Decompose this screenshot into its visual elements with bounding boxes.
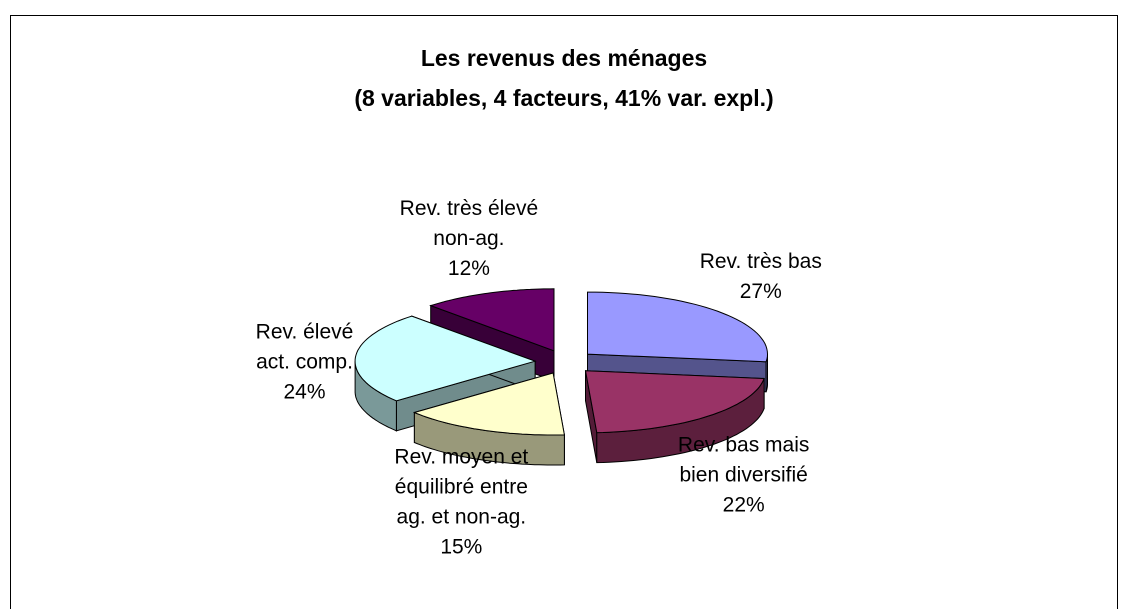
slice-label: ag. et non-ag. bbox=[397, 505, 527, 528]
slice-top bbox=[429, 288, 555, 352]
slice-label: act. comp. bbox=[256, 351, 353, 374]
slice-top bbox=[584, 370, 765, 434]
slice-top bbox=[354, 315, 537, 402]
pie-slice bbox=[584, 370, 765, 464]
chart-subtitle: (8 variables, 4 facteurs, 41% var. expl.… bbox=[354, 85, 773, 111]
slice-label: non-ag. bbox=[433, 227, 504, 250]
chart-frame bbox=[10, 15, 1118, 614]
slice-label: Rev. moyen et bbox=[394, 445, 528, 468]
slice-label: Rev. élevé bbox=[256, 321, 354, 344]
slice-value-label: 27% bbox=[740, 280, 782, 303]
slice-label: Rev. très bas bbox=[700, 250, 822, 273]
slice-top bbox=[587, 291, 769, 363]
slice-value-label: 24% bbox=[283, 381, 325, 404]
slice-value-label: 22% bbox=[723, 493, 765, 516]
slice-label: équilibré entre bbox=[395, 475, 528, 498]
slice-top bbox=[412, 372, 565, 436]
slice-value-label: 15% bbox=[440, 535, 482, 558]
slice-value-label: 12% bbox=[448, 257, 490, 280]
slice-label: Rev. bas mais bbox=[678, 433, 810, 456]
slice-label: bien diversifié bbox=[679, 463, 807, 486]
slice-label: Rev. très élevé bbox=[400, 197, 539, 220]
pie-slice bbox=[412, 372, 565, 466]
chart-title: Les revenus des ménages bbox=[421, 45, 707, 71]
